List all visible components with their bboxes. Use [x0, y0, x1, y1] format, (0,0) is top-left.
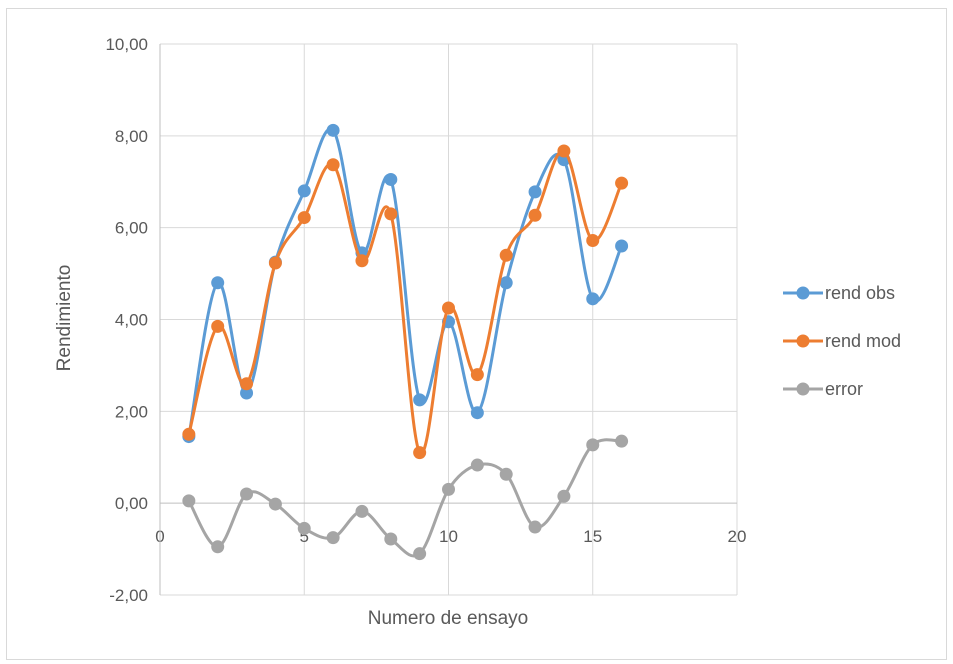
legend-entry: rend mod	[783, 331, 901, 351]
legend: rend obs rend mod error	[783, 283, 901, 399]
legend-marker	[796, 382, 810, 396]
data-point	[615, 176, 629, 190]
x-tick-label: 15	[583, 527, 602, 546]
series-line	[187, 127, 624, 439]
series-rend-mod	[182, 144, 629, 460]
data-point	[442, 301, 455, 315]
data-point	[326, 123, 340, 137]
data-point	[182, 494, 196, 508]
legend-label: error	[825, 379, 863, 399]
legend-marker	[796, 286, 810, 300]
y-tick-label: 2,00	[115, 402, 148, 421]
data-point	[240, 386, 254, 400]
data-point	[297, 521, 311, 535]
data-point	[240, 377, 254, 391]
data-point	[499, 248, 513, 262]
data-point	[240, 487, 254, 501]
chart-area	[6, 8, 947, 660]
data-point	[413, 393, 427, 407]
data-point	[586, 438, 600, 452]
legend-entry: rend obs	[783, 283, 895, 303]
data-point	[211, 276, 225, 290]
data-point	[615, 239, 629, 253]
legend-label: rend mod	[825, 331, 901, 351]
data-point	[326, 531, 340, 545]
y-tick-label: 4,00	[115, 311, 148, 330]
series-error	[182, 434, 629, 561]
data-point	[528, 208, 542, 222]
x-tick-label: 20	[728, 527, 747, 546]
data-point	[413, 446, 427, 460]
data-point	[442, 482, 455, 496]
data-point	[355, 504, 369, 518]
data-point	[470, 368, 484, 382]
data-point	[384, 532, 398, 546]
data-point	[384, 207, 398, 221]
data-point	[470, 406, 484, 420]
data-point	[615, 434, 629, 448]
data-point	[470, 458, 484, 472]
data-point	[499, 467, 513, 481]
y-tick-label: 8,00	[115, 127, 148, 146]
data-point	[297, 211, 311, 225]
data-point	[211, 319, 225, 333]
data-point	[586, 234, 600, 248]
data-point	[182, 427, 196, 441]
data-point	[268, 497, 282, 511]
y-tick-label: -2,00	[109, 586, 148, 605]
data-point	[499, 276, 513, 290]
data-point	[557, 144, 571, 158]
data-point	[268, 256, 282, 270]
data-point	[355, 254, 369, 268]
y-tick-label: 0,00	[115, 494, 148, 513]
legend-label: rend obs	[825, 283, 895, 303]
x-tick-label: 10	[439, 527, 458, 546]
data-point	[528, 185, 542, 199]
series-line	[187, 438, 624, 558]
legend-marker	[796, 334, 810, 348]
data-point	[413, 547, 427, 561]
data-point	[586, 292, 600, 306]
x-axis-title: Numero de ensayo	[368, 608, 529, 629]
data-point	[297, 184, 311, 198]
data-point	[326, 158, 340, 172]
data-point	[211, 540, 225, 554]
y-tick-label: 10,00	[105, 35, 148, 54]
data-point	[557, 489, 571, 503]
y-tick-label: 6,00	[115, 219, 148, 238]
x-tick-label: 5	[300, 527, 309, 546]
data-point	[528, 520, 542, 534]
y-axis-title: Rendimiento	[54, 265, 75, 372]
legend-entry: error	[783, 379, 863, 399]
data-point	[384, 172, 398, 186]
series-plot	[182, 123, 629, 561]
series-rend-obs	[182, 123, 629, 444]
series-line	[187, 149, 624, 456]
